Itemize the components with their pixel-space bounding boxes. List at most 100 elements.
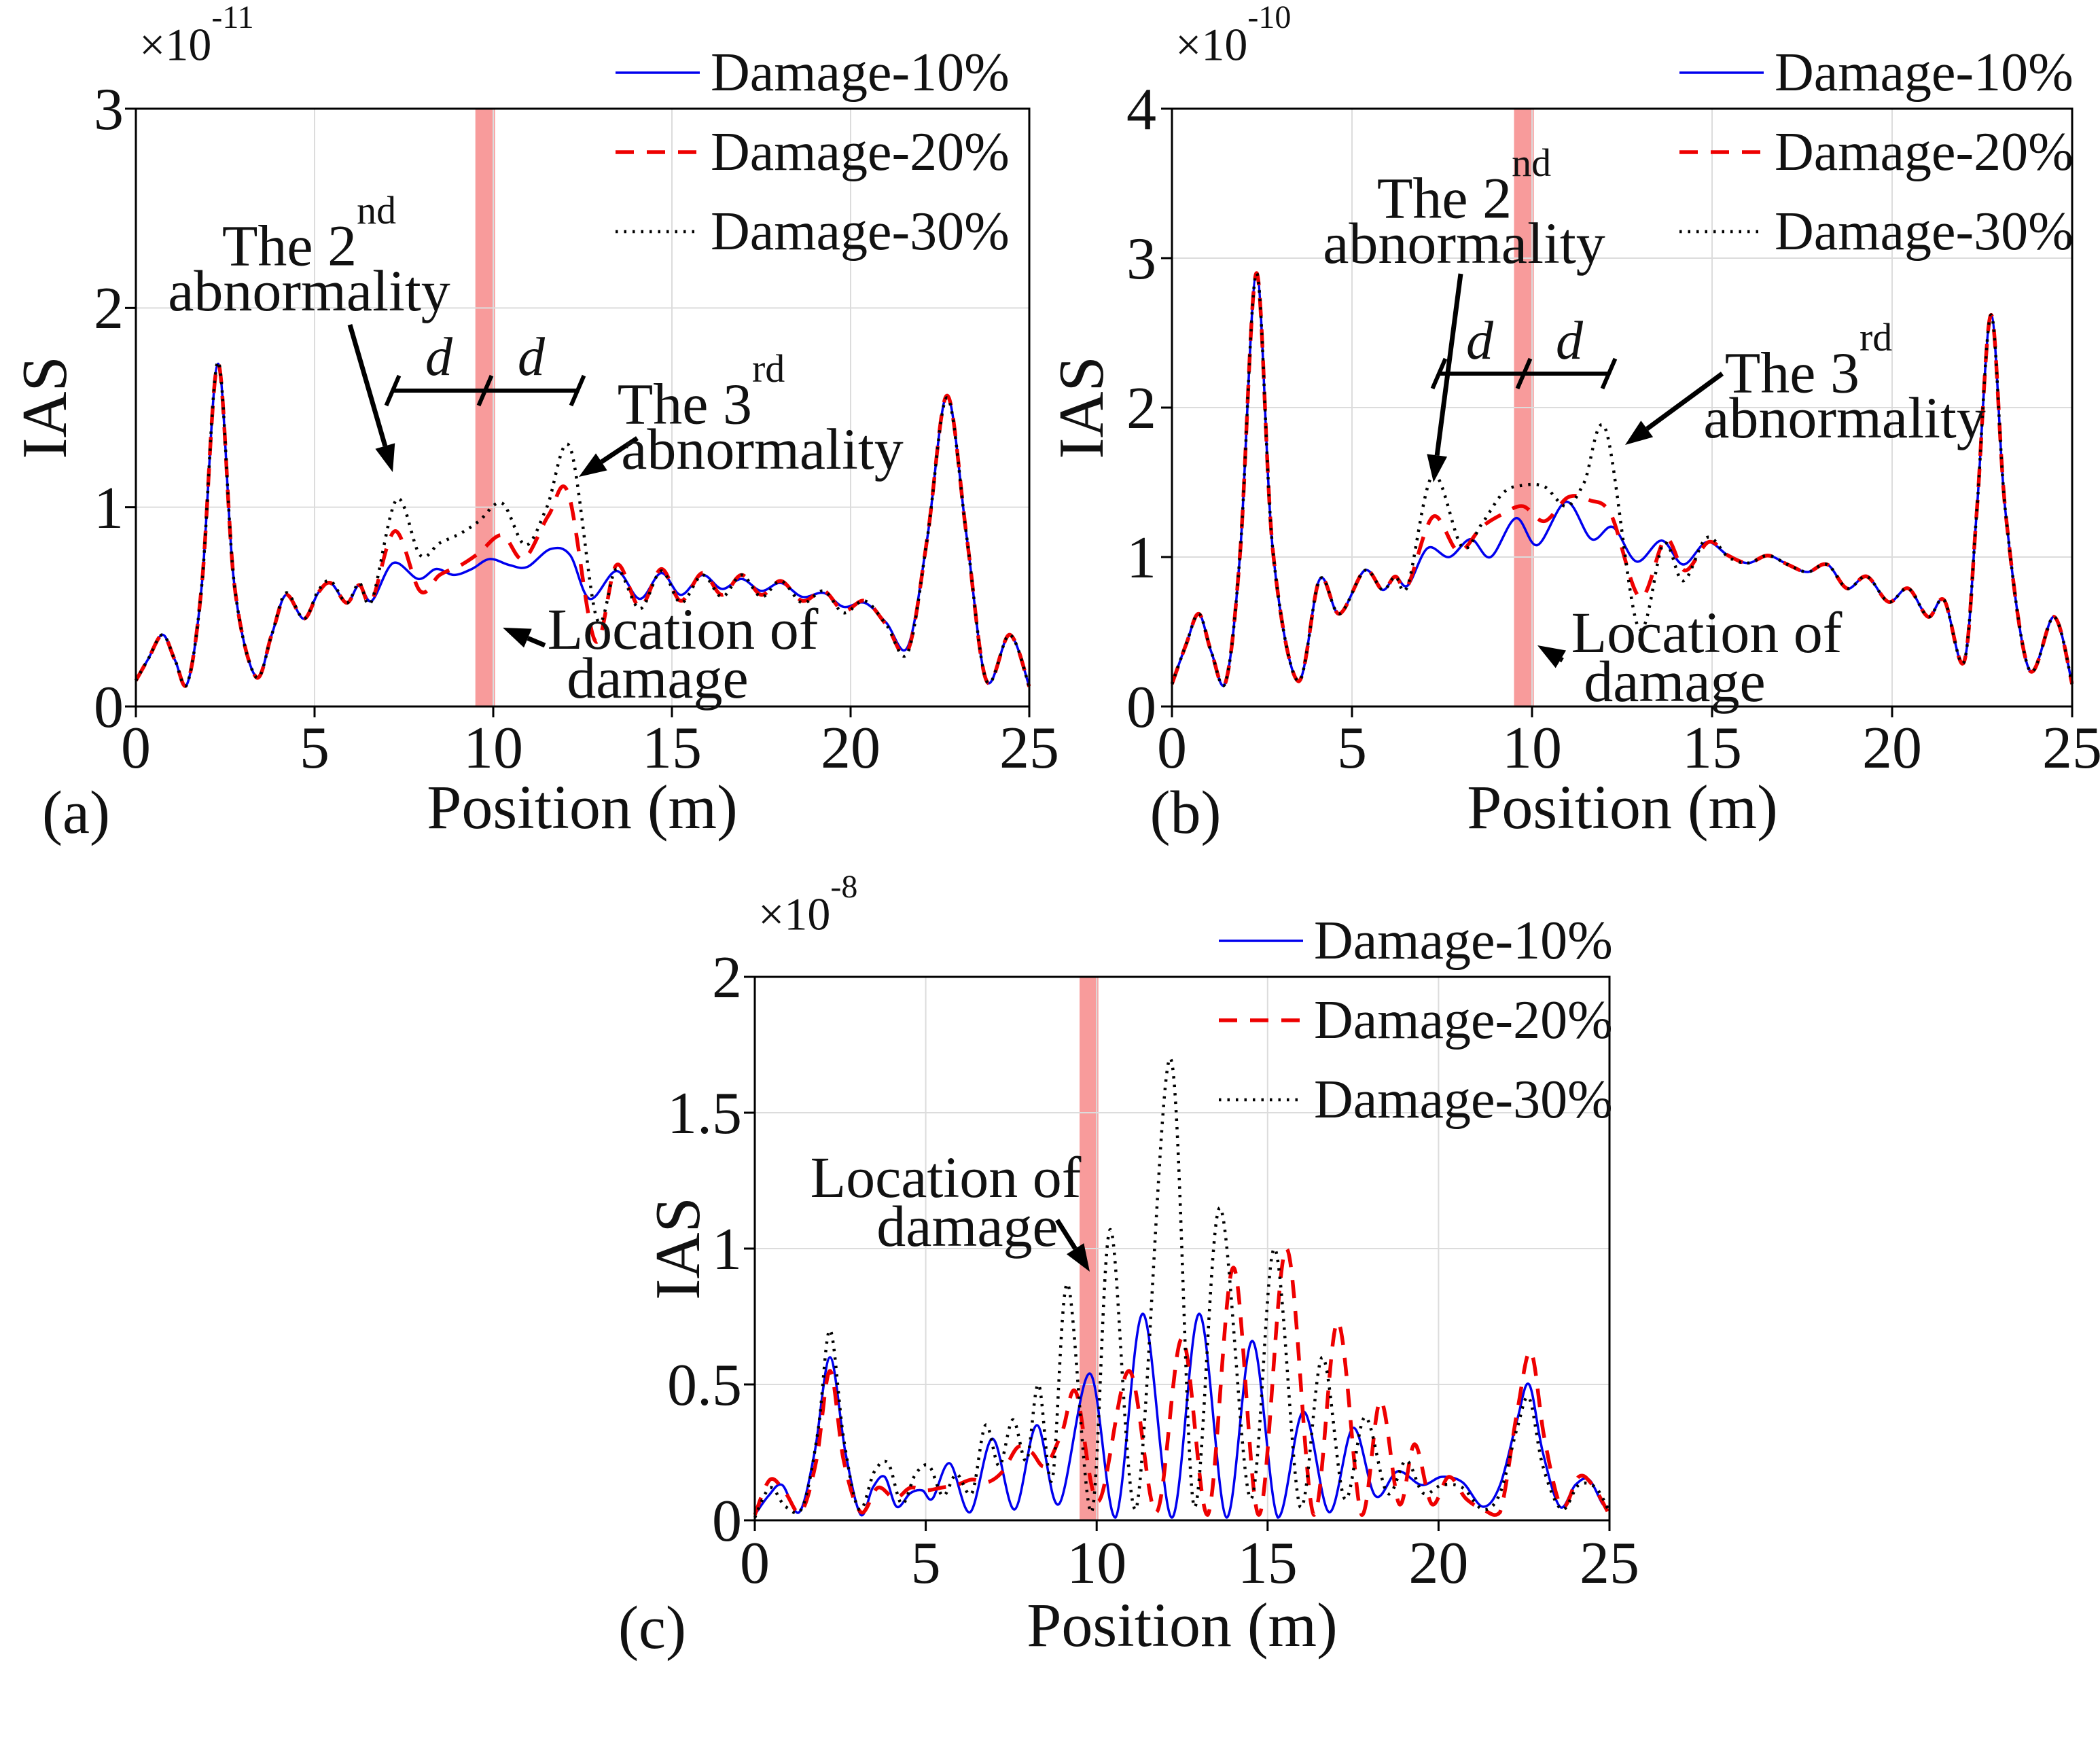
y-tick-label: 0 [94,675,124,740]
annotation-text: Location of [1571,600,1843,665]
legend-line-sample [1219,1098,1303,1102]
x-tick-label: 25 [2042,715,2100,781]
axes-frame [135,107,1031,708]
legend-line-sample [616,71,700,74]
y-tick-label: 3 [94,77,124,143]
x-tick-label: 25 [999,715,1059,781]
damage-location-label-text: damage [876,1197,1058,1255]
x-tick-label: 15 [1682,715,1742,781]
second-abnormality-arrow-line [347,324,388,447]
legend-item-damage-30-: Damage-30% [1217,1073,1613,1127]
legend-item-damage-20-: Damage-20% [614,125,1010,179]
damage-location-label-arrow-line [1559,657,1564,663]
damage-location-label-text: Location of [811,1148,1082,1206]
legend-label: Damage-20% [1314,990,1613,1050]
x-tick-label: 10 [1067,1530,1127,1596]
legend-item-damage-10-: Damage-10% [1217,914,1613,968]
x-axis-label: Position (m) [1027,1590,1338,1660]
second-abnormality-text: abnormality [168,262,450,320]
damage-location-label-arrow-head [503,628,532,648]
second-abnormality-arrow-head [375,443,395,472]
dimension-tick [1600,357,1618,390]
y-tick-label: 1 [712,1217,742,1283]
exponent-base: ×10 [139,18,212,71]
annotation-text: abnormality [1703,385,1986,450]
annotation-superscript: nd [1512,141,1552,185]
dimension-tick [476,374,494,407]
x-tick-label: 0 [740,1530,770,1596]
third-abnormality-arrow-line [1645,372,1724,431]
legend-label: Damage-30% [711,202,1010,262]
y-tick-label: 1.5 [667,1081,742,1147]
x-tick-label: 20 [1862,715,1922,781]
x-tick-label: 5 [910,1530,941,1596]
second-abnormality-arrow-head [1427,454,1448,482]
dimension-tick [569,374,586,407]
second-abnormality-text: The 2nd [1377,143,1551,228]
y-tick-label: 1 [94,475,124,541]
damage-location-label-text: Location of [1571,603,1843,662]
second-abnormality-text: The 2nd [222,191,396,275]
third-abnormality-text: The 3rd [1725,318,1893,402]
legend-item-damage-10-: Damage-10% [1678,46,2074,100]
third-abnormality-arrow-head [1625,420,1654,445]
dimension-tick [384,374,402,407]
third-abnormality-arrow-head [579,453,607,477]
x-tick-label: 20 [1408,1530,1469,1596]
annotation-text: damage [567,645,749,711]
damage-location-label-text: damage [567,649,748,707]
damage-band [475,109,495,706]
y-tick-label: 2 [94,276,124,342]
annotation-text: The 3 [1724,340,1859,406]
damage-location-label-arrow-head [1066,1243,1090,1272]
x-tick-label: 5 [1337,715,1367,781]
y-tick-label: 2 [1126,376,1156,442]
third-abnormality-text: The 3rd [618,349,785,433]
curve-damage-10- [753,1312,1610,1519]
annotation-text: Location of [810,1145,1082,1210]
damage-location-label-text: damage [1584,652,1765,711]
x-tick-label: 15 [642,715,702,781]
annotation-text: abnormality [1323,211,1605,276]
damage-location-label-text: Location of [548,600,819,658]
legend-line-sample [1219,1018,1303,1022]
x-tick-label: 10 [1502,715,1562,781]
curve-damage-30- [135,360,1031,688]
annotation-text: The 2 [221,213,357,279]
y-tick-label: 1 [1126,525,1156,591]
legend-item-damage-10-: Damage-10% [614,46,1010,100]
annotation-text: damage [1584,649,1766,714]
third-abnormality-arrow-line [600,436,639,464]
y-axis-exponent: ×10-10 [1175,1,1291,68]
y-tick-label: 3 [1126,226,1156,292]
legend-line-sample [616,230,700,234]
exponent-power: -11 [211,0,254,35]
x-tick-label: 0 [1157,715,1187,781]
x-tick-label: 20 [821,715,880,781]
legend-line-sample [1219,939,1303,942]
y-axis-label: IAS [10,356,80,459]
dimension-d-label: d [425,327,452,387]
third-abnormality-text: abnormality [621,420,904,478]
y-tick-label: 2 [712,945,742,1011]
annotation-text: abnormality [621,416,904,482]
annotation-text: abnormality [168,258,450,323]
x-tick-label: 15 [1237,1530,1298,1596]
legend-label: Damage-20% [1775,122,2074,182]
annotation-text: damage [876,1194,1058,1259]
annotation-superscript: rd [1859,315,1893,360]
dimension-d-label: d [518,327,545,387]
dimension-tick [1430,357,1448,390]
exponent-base: ×10 [758,888,831,940]
legend-label: Damage-10% [711,43,1010,103]
annotation-text: Location of [547,596,819,662]
third-abnormality-text: abnormality [1703,389,1986,447]
y-axis-exponent: ×10-11 [139,1,254,71]
legend-item-damage-20-: Damage-20% [1678,125,2074,179]
x-axis-label: Position (m) [1467,772,1778,842]
legend-label: Damage-10% [1775,43,2074,103]
curve-damage-30- [753,1056,1611,1519]
y-axis-exponent: ×10-8 [758,871,857,940]
exponent-power: -10 [1247,0,1292,35]
